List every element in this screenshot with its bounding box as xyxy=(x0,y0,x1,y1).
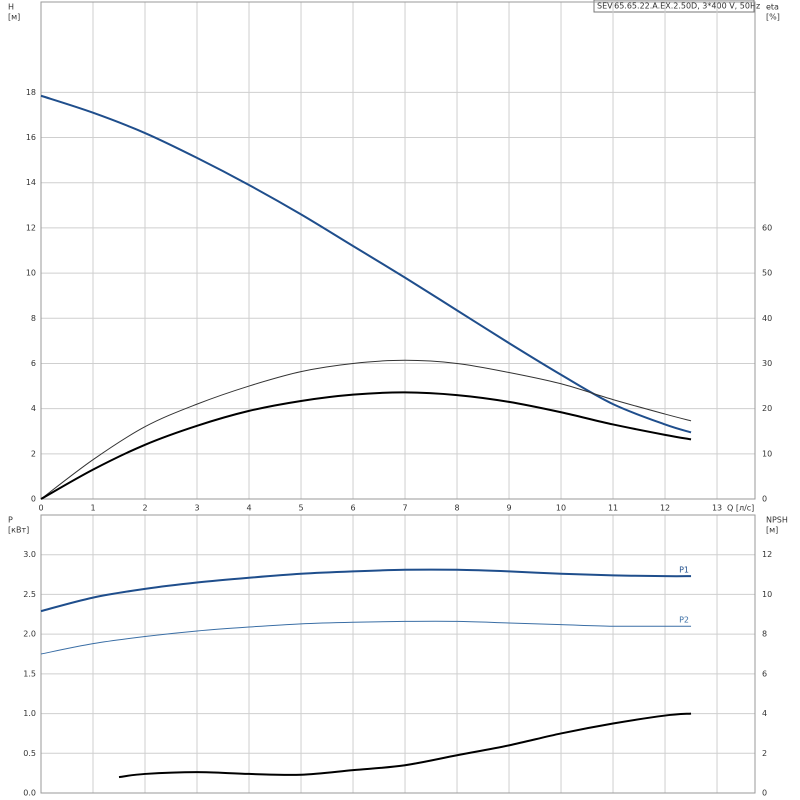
curve xyxy=(40,620,692,655)
y2-tick-label: 4 xyxy=(762,709,767,718)
x-tick-label: 12 xyxy=(660,504,670,513)
y2-tick-label: 0 xyxy=(762,789,767,798)
y-tick-label: 1.5 xyxy=(23,669,36,678)
y2-axis-label: eta xyxy=(766,3,779,12)
x-tick-label: 1 xyxy=(90,504,95,513)
curve xyxy=(40,94,692,434)
y-tick-label: 2.5 xyxy=(23,590,36,599)
x-tick-label: 11 xyxy=(608,504,618,513)
y-axis-unit: [кВт] xyxy=(8,526,29,535)
series-label: P1 xyxy=(679,566,689,575)
y-axis-label: H xyxy=(8,3,14,12)
plot-frame xyxy=(40,1,756,500)
y2-tick-label: 20 xyxy=(762,404,772,413)
y2-tick-label: 10 xyxy=(762,449,772,458)
y-tick-label: 16 xyxy=(26,133,36,142)
x-tick-label: 5 xyxy=(298,504,303,513)
y2-tick-label: 6 xyxy=(762,669,767,678)
y2-axis-unit: [м] xyxy=(766,526,778,535)
x-tick-label: 2 xyxy=(142,504,147,513)
y-tick-label: 0.5 xyxy=(23,749,36,758)
y-tick-label: 14 xyxy=(26,178,36,187)
series-label: P2 xyxy=(679,616,689,625)
y-tick-label: 12 xyxy=(26,223,36,232)
x-tick-label: 10 xyxy=(556,504,566,513)
curve xyxy=(40,568,692,613)
y-axis-unit: [м] xyxy=(8,13,20,22)
chart-title: SEV.65.65.22.A.EX.2.50D, 3*400 V, 50Hz xyxy=(597,2,760,11)
y-tick-label: 1.0 xyxy=(23,709,36,718)
y2-tick-label: 30 xyxy=(762,359,772,368)
x-tick-label: 13 xyxy=(712,504,722,513)
curve xyxy=(118,712,692,779)
y2-tick-label: 60 xyxy=(762,223,772,232)
y-tick-label: 3.0 xyxy=(23,550,36,559)
x-tick-label: 0 xyxy=(38,504,43,513)
y2-axis-label: NPSH xyxy=(766,516,788,525)
y-tick-label: 10 xyxy=(26,269,36,278)
x-tick-label: 7 xyxy=(402,504,407,513)
y2-tick-label: 40 xyxy=(762,314,772,323)
y2-tick-label: 2 xyxy=(762,749,767,758)
y2-tick-label: 12 xyxy=(762,550,772,559)
y2-tick-label: 8 xyxy=(762,630,767,639)
y-tick-label: 18 xyxy=(26,88,36,97)
y-tick-label: 8 xyxy=(31,314,36,323)
y-tick-label: 2.0 xyxy=(23,630,36,639)
y2-tick-label: 50 xyxy=(762,269,772,278)
y2-axis-unit: [%] xyxy=(766,13,780,22)
x-tick-label: 3 xyxy=(194,504,199,513)
x-tick-label: 4 xyxy=(246,504,251,513)
y-tick-label: 0.0 xyxy=(23,789,36,798)
x-tick-label: 8 xyxy=(454,504,459,513)
y2-tick-label: 0 xyxy=(762,495,767,504)
y-tick-label: 6 xyxy=(31,359,36,368)
y2-tick-label: 10 xyxy=(762,590,772,599)
curve xyxy=(40,359,692,500)
x-axis-label: Q [л/с] xyxy=(727,504,754,513)
x-tick-label: 9 xyxy=(506,504,511,513)
title-box xyxy=(593,0,755,13)
y-tick-label: 4 xyxy=(31,404,36,413)
y-axis-label: P xyxy=(8,516,13,525)
y-tick-label: 2 xyxy=(31,449,36,458)
x-tick-label: 6 xyxy=(350,504,355,513)
y-tick-label: 0 xyxy=(31,495,36,504)
curve xyxy=(40,391,692,500)
